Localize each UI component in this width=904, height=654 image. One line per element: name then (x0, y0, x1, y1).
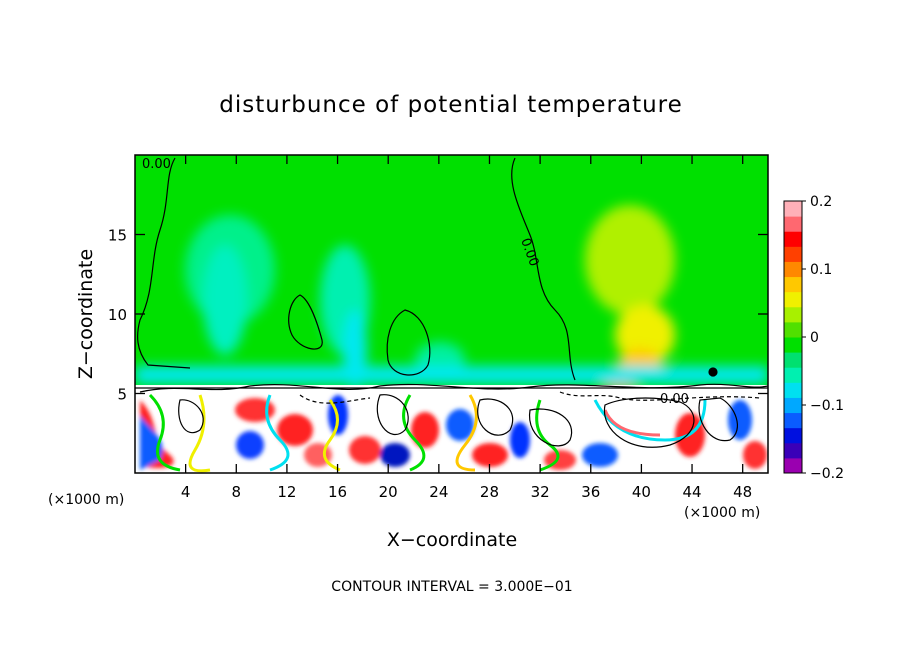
cool-anomaly (203, 245, 247, 355)
colorbar-swatch (784, 246, 802, 262)
y-axis-label: Z−coordinate (75, 249, 97, 379)
colorbar-swatch (784, 276, 802, 293)
x-unit-right: (×1000 m) (684, 505, 760, 521)
negative-contour (559, 391, 761, 401)
eddy-contour (178, 399, 204, 434)
cold-turbulent-eddy (236, 431, 264, 459)
chart-title: disturbunce of potential temperature (219, 92, 683, 118)
x-tick-label: 48 (733, 483, 752, 501)
warm-blob-contour (386, 309, 431, 376)
eddy-contour (529, 408, 573, 447)
colorbar-tick-label: 0.2 (810, 194, 832, 210)
warm-turbulent-eddy (235, 398, 275, 422)
colorbar-swatch (784, 201, 802, 217)
colorbar-swatch (784, 457, 802, 474)
colorbar-swatch (784, 291, 802, 308)
eddy-contour (603, 397, 695, 448)
colorbar-tick-label: −0.1 (810, 398, 844, 414)
cold-turbulent-eddy (728, 400, 752, 440)
x-tick-label: 44 (682, 483, 701, 501)
colorbar-swatch (784, 382, 802, 398)
colorbar-swatch (784, 306, 802, 323)
x-unit-left: (×1000 m) (48, 492, 124, 508)
colorbar-tick-label: 0 (810, 330, 819, 346)
x-tick-label: 40 (632, 483, 651, 501)
negative-contour (299, 394, 371, 404)
y-tick-label: 10 (108, 306, 127, 324)
colorbar-swatch (784, 367, 802, 383)
x-tick-label: 32 (531, 483, 550, 501)
cold-turbulent-eddy (582, 443, 618, 467)
cold-turbulent-eddy (510, 422, 530, 458)
warm-turbulent-eddy (277, 414, 313, 446)
colorbar-swatch (784, 442, 802, 459)
contour-label: 0.00 (660, 392, 689, 407)
x-tick-label: 8 (232, 483, 242, 501)
surface-contour (139, 383, 768, 393)
upper-field-shading (135, 205, 768, 390)
colorbar-swatch (784, 231, 802, 247)
eddy-contour (698, 397, 738, 442)
warm-turbulent-eddy (472, 443, 508, 467)
zero-contour-left (137, 157, 191, 369)
cold-turbulent-eddy (380, 443, 410, 467)
y-tick-label: 5 (117, 386, 127, 404)
warm-turbulent-eddy (411, 412, 439, 448)
boundary-layer-field (135, 385, 768, 473)
x-tick-label: 24 (429, 483, 448, 501)
x-axis: 4 8 12 16 20 24 28 32 36 40 44 48 (181, 155, 752, 501)
colorbar (784, 201, 802, 474)
contour-interval-note: CONTOUR INTERVAL = 3.000E−01 (331, 579, 572, 595)
eddy-contour (477, 398, 514, 436)
contour-lines (135, 157, 768, 448)
colorbar-tick-label: −0.2 (810, 466, 844, 482)
x-tick-label: 4 (181, 483, 191, 501)
colorbar-swatch (784, 216, 802, 232)
warm-anomaly (615, 305, 675, 365)
y-axis: 5 10 15 (108, 227, 768, 404)
x-tick-label: 20 (379, 483, 398, 501)
contour-label: 0.00 (142, 157, 171, 172)
colorbar-swatch (784, 321, 802, 338)
x-tick-label: 28 (480, 483, 499, 501)
colorbar-swatch (784, 352, 802, 368)
cold-turbulent-eddy (446, 409, 474, 441)
zero-contour-right (511, 157, 576, 381)
x-tick-label: 12 (277, 483, 296, 501)
x-tick-label: 36 (581, 483, 600, 501)
eddy-contour (376, 394, 409, 436)
y-tick-label: 15 (108, 227, 127, 245)
colorbar-swatch (784, 397, 802, 414)
plot-area: 0.00 0.00 0.00 (135, 155, 768, 473)
warm-anomaly (585, 205, 675, 315)
warm-turbulent-eddy (349, 436, 381, 464)
warm-turbulent-eddy (743, 441, 767, 469)
contour-dot (708, 367, 718, 377)
colorbar-swatch (784, 337, 802, 353)
colorbar-swatch (784, 261, 802, 278)
colorbar-labels: 0.2 0.1 0 −0.1 −0.2 (802, 194, 844, 482)
stable-layer-band (135, 366, 768, 384)
x-tick-label: 16 (328, 483, 347, 501)
warm-blob-contour (288, 294, 323, 350)
colorbar-tick-label: 0.1 (810, 262, 832, 278)
colorbar-swatch (784, 427, 802, 444)
colorbar-swatch (784, 412, 802, 429)
x-axis-label: X−coordinate (387, 529, 517, 551)
